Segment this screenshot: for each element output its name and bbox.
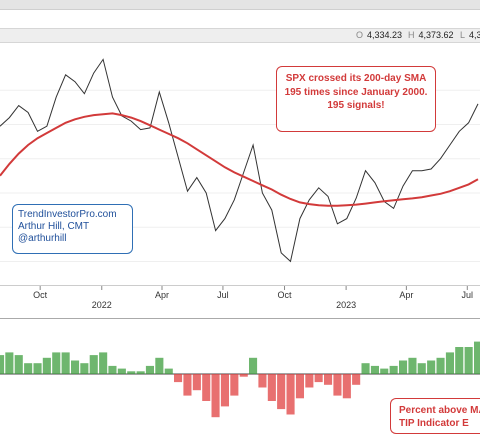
indicator-bar-43 [399,360,408,374]
high-readout: H 4,373.62 [408,30,454,40]
indicator-bar-31 [286,374,295,415]
indicator-bar-12 [108,365,117,374]
panel-divider [0,318,480,319]
indicator-bar-7 [61,352,70,374]
indicator-bar-16 [145,365,154,374]
sma-crossing-annotation: SPX crossed its 200-day SMA 195 times si… [276,66,436,132]
indicator-bar-25 [230,374,239,396]
indicator-bar-29 [267,374,276,401]
indicator-bar-48 [445,352,454,374]
indicator-bar-27 [249,357,258,374]
indicator-bar-8 [71,360,80,374]
x-tick-label-4: Oct [278,290,293,300]
x-tick-label-3: Jul [217,290,229,300]
x-tick-label-2: Apr [155,290,169,300]
x-tick-label-5: 2023 [336,300,356,310]
indicator-bar-42 [389,365,398,374]
spx-price-line [0,58,479,263]
indicator-bar-2 [14,355,23,374]
indicator-bar-17 [155,357,164,374]
indicator-bar-32 [295,374,304,399]
indicator-bar-24 [220,374,229,407]
indicator-bar-18 [164,368,173,374]
indicator-bar-3 [24,363,33,374]
indicator-bar-45 [417,363,426,374]
indicator-bar-0 [0,355,5,374]
indicator-bar-34 [314,374,323,383]
indicator-bar-19 [174,374,183,383]
open-readout: O 4,334.23 [356,30,403,40]
indicator-bar-46 [427,360,436,374]
indicator-bar-22 [202,374,211,401]
indicator-bar-1 [5,352,14,374]
indicator-bar-40 [370,365,379,374]
indicator-bar-35 [324,374,333,385]
ohlc-readout-bar: O 4,334.23 H 4,373.62 L 4,3 [0,28,480,43]
indicator-bar-6 [52,352,61,374]
indicator-bar-51 [474,341,480,374]
indicator-bar-5 [42,357,51,374]
indicator-bar-26 [239,374,248,377]
indicator-bar-37 [342,374,351,399]
indicator-bar-10 [89,355,98,374]
indicator-bar-11 [99,352,108,374]
author-credit-box: TrendInvestorPro.com Arthur Hill, CMT @a… [12,204,133,254]
x-tick-label-0: Oct [33,290,48,300]
indicator-bar-21 [192,374,201,391]
window-top-strip [0,0,480,10]
indicator-bar-50 [464,347,473,374]
x-tick-label-1: 2022 [92,300,112,310]
indicator-bar-23 [211,374,220,418]
indicator-bar-44 [408,357,417,374]
indicator-bar-30 [277,374,286,410]
x-tick-label-6: Apr [399,290,413,300]
sma-200-line [0,112,479,207]
indicator-bar-33 [305,374,314,388]
indicator-bar-13 [117,368,126,374]
indicator-annotation: Percent above MA TIP Indicator E [390,398,480,434]
indicator-bar-49 [455,347,464,374]
indicator-bar-38 [352,374,361,385]
indicator-bar-36 [333,374,342,396]
indicator-bar-15 [136,371,145,374]
low-readout: L 4,3 [460,30,480,40]
x-axis-band [0,286,480,314]
indicator-bar-20 [183,374,192,396]
x-tick-label-7: Jul [462,290,474,300]
indicator-bar-28 [258,374,267,388]
indicator-bar-14 [127,371,136,374]
indicator-bar-39 [361,363,370,374]
indicator-bar-41 [380,368,389,374]
indicator-bar-47 [436,357,445,374]
indicator-bar-4 [33,363,42,374]
indicator-bar-9 [80,363,89,374]
